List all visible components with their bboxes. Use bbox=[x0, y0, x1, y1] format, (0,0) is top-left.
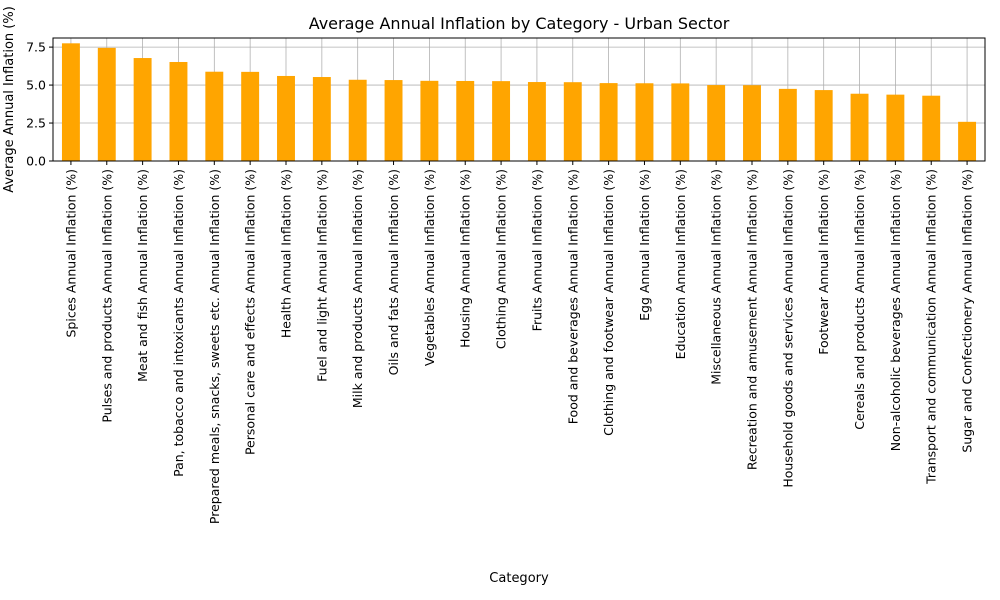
bar bbox=[743, 85, 761, 161]
x-tick-label: Transport and communication Annual Infla… bbox=[924, 169, 939, 485]
bar bbox=[527, 82, 546, 161]
bar bbox=[61, 43, 80, 161]
x-tick-label: Education Annual Inflation (%) bbox=[673, 169, 688, 359]
bar bbox=[241, 71, 260, 161]
x-tick-label: Clothing and footwear Annual Inflation (… bbox=[601, 169, 616, 436]
bar bbox=[778, 88, 797, 161]
bar bbox=[420, 80, 439, 161]
y-axis-label: Average Annual Inflation (%) bbox=[2, 6, 17, 193]
x-tick-label: Health Annual Inflation (%) bbox=[279, 169, 294, 338]
y-tick-label: 0.0 bbox=[26, 154, 46, 169]
bar bbox=[958, 121, 977, 161]
bar bbox=[599, 83, 618, 161]
x-tick-label: Housing Annual Inflation (%) bbox=[458, 169, 473, 348]
bar bbox=[384, 80, 403, 161]
plot-frame bbox=[52, 37, 986, 162]
bar bbox=[348, 79, 367, 161]
bar bbox=[133, 58, 152, 161]
x-tick-label: Clothing Annual Inflation (%) bbox=[494, 169, 509, 349]
x-tick-label: Cereals and products Annual Inflation (%… bbox=[852, 169, 867, 430]
x-tick-label: Miscellaneous Annual Inflation (%) bbox=[709, 169, 724, 385]
bar bbox=[814, 90, 833, 161]
bar bbox=[922, 95, 941, 161]
x-tick-label: Pulses and products Annual Inflation (%) bbox=[99, 169, 114, 423]
bar bbox=[492, 81, 511, 161]
x-tick-label: Prepared meals, snacks, sweets etc. Annu… bbox=[207, 169, 222, 524]
bar bbox=[97, 47, 116, 161]
y-tick-label: 7.5 bbox=[26, 40, 46, 55]
bar bbox=[205, 71, 224, 161]
x-tick-label: Fruits Annual Inflation (%) bbox=[529, 169, 544, 331]
x-tick-label: Sugar and Confectionery Annual Inflation… bbox=[960, 169, 975, 453]
x-tick-label: Fuel and light Annual Inflation (%) bbox=[314, 169, 329, 382]
bar bbox=[850, 93, 869, 161]
bar bbox=[886, 94, 905, 161]
x-tick-label: Oils and fats Annual Inflation (%) bbox=[386, 169, 401, 375]
bars-layer bbox=[61, 43, 977, 161]
x-tick-label: Non-alcoholic beverages Annual Inflation… bbox=[888, 169, 903, 451]
chart-title: Average Annual Inflation by Category - U… bbox=[309, 14, 730, 33]
bar bbox=[671, 83, 690, 161]
y-tick-label: 5.0 bbox=[26, 78, 46, 93]
x-tick-label: Milk and products Annual Inflation (%) bbox=[350, 169, 365, 408]
x-tick-label: Personal care and effects Annual Inflati… bbox=[243, 169, 258, 455]
bar bbox=[707, 85, 726, 161]
x-tick-label: Food and beverages Annual Inflation (%) bbox=[565, 169, 580, 424]
bar bbox=[312, 77, 331, 161]
bar bbox=[635, 83, 654, 161]
x-tick-label: Pan, tobacco and intoxicants Annual Infl… bbox=[171, 169, 186, 477]
y-ticks: 0.0 2.5 5.0 7.5 bbox=[26, 40, 53, 169]
x-tick-label: Household goods and services Annual Infl… bbox=[780, 169, 795, 488]
grid-layer bbox=[53, 38, 985, 162]
x-tick-label: Meat and fish Annual Inflation (%) bbox=[135, 169, 150, 382]
x-tick-label: Recreation and amusement Annual Inflatio… bbox=[745, 169, 760, 470]
bar bbox=[277, 75, 295, 161]
x-tick-label: Vegetables Annual Inflation (%) bbox=[422, 169, 437, 366]
y-tick-label: 2.5 bbox=[26, 116, 46, 131]
bar bbox=[169, 61, 188, 161]
x-tick-label: Spices Annual Inflation (%) bbox=[63, 169, 78, 338]
x-ticks: Spices Annual Inflation (%) Pulses and pr… bbox=[63, 161, 975, 524]
x-tick-label: Footwear Annual Inflation (%) bbox=[816, 169, 831, 355]
x-axis-label: Category bbox=[489, 571, 549, 586]
x-tick-label: Egg Annual Inflation (%) bbox=[637, 169, 652, 321]
bar bbox=[456, 80, 475, 161]
bar bbox=[563, 82, 582, 161]
